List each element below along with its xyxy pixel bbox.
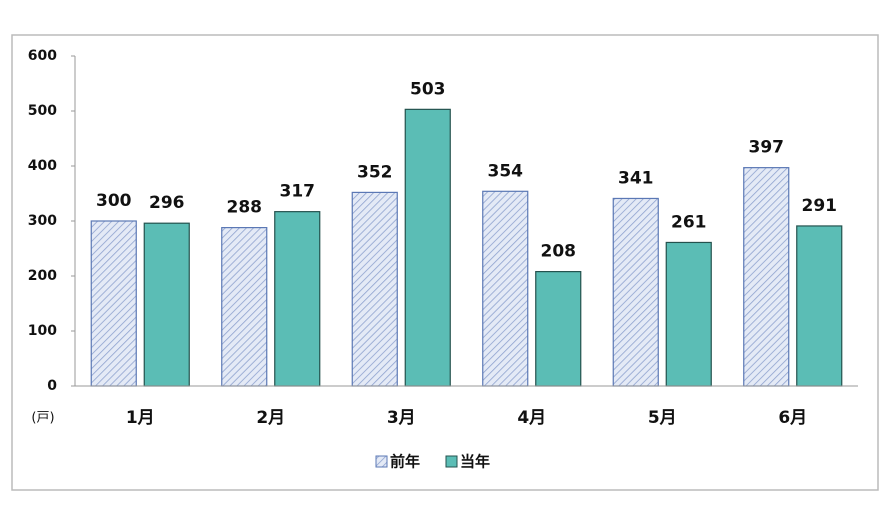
x-tick-label: 6月 (778, 408, 807, 428)
data-label: 261 (671, 212, 707, 232)
bar (90, 220, 137, 387)
x-tick-label: 1月 (126, 408, 155, 428)
bar (404, 108, 451, 387)
x-tick-label: 4月 (517, 408, 546, 428)
y-tick-label: 200 (28, 268, 57, 284)
y-tick-label: 600 (28, 48, 57, 64)
y-tick-label: 0 (47, 378, 57, 394)
bar (482, 190, 529, 387)
y-axis-unit: (戸) (31, 411, 54, 426)
data-label: 397 (749, 138, 785, 158)
x-tick-label: 5月 (648, 408, 677, 428)
x-tick-label: 3月 (387, 408, 416, 428)
legend-swatch (375, 455, 388, 468)
bar (274, 211, 321, 387)
bar (743, 167, 790, 387)
bar (796, 225, 843, 387)
data-label: 341 (618, 168, 654, 188)
data-label: 208 (541, 242, 577, 262)
bar (351, 191, 398, 387)
y-tick-label: 300 (28, 213, 57, 229)
bar (612, 197, 659, 387)
data-label: 296 (149, 193, 185, 213)
data-label: 288 (227, 198, 263, 218)
bar (221, 227, 268, 387)
data-label: 352 (357, 162, 393, 182)
data-label: 300 (96, 191, 132, 211)
bar (535, 271, 582, 387)
legend-label: 当年 (460, 453, 490, 471)
data-label: 317 (280, 182, 316, 202)
legend-swatch (445, 455, 458, 468)
data-label: 291 (802, 196, 838, 216)
data-label: 503 (410, 79, 446, 99)
bar (143, 222, 190, 387)
y-tick-label: 100 (28, 323, 57, 339)
bar (665, 241, 712, 387)
y-tick-label: 500 (28, 103, 57, 119)
legend-label: 前年 (390, 453, 420, 471)
data-label: 354 (488, 161, 524, 181)
y-tick-label: 400 (28, 158, 57, 174)
x-tick-label: 2月 (256, 408, 285, 428)
